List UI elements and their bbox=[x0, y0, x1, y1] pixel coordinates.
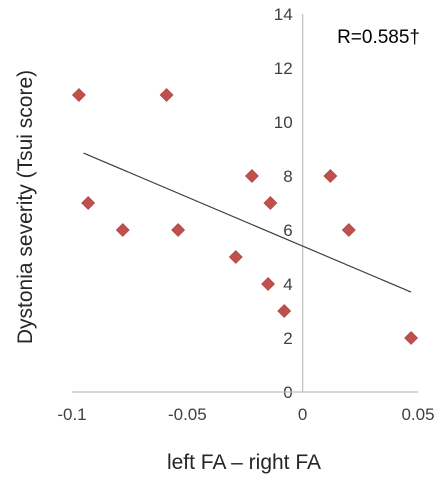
data-point bbox=[228, 250, 243, 264]
x-tick-label: 0 bbox=[298, 405, 307, 424]
x-axis-title: left FA – right FA bbox=[167, 451, 321, 474]
y-tick-label: 14 bbox=[274, 5, 293, 24]
y-tick-label: 12 bbox=[274, 59, 293, 78]
x-tick-labels: -0.1 -0.05 0 0.05 bbox=[57, 405, 434, 424]
data-point bbox=[277, 304, 292, 318]
data-point bbox=[115, 223, 130, 237]
data-point bbox=[341, 223, 356, 237]
data-point bbox=[244, 169, 259, 183]
y-tick-label: 8 bbox=[283, 167, 292, 186]
data-point bbox=[171, 223, 186, 237]
trendline bbox=[83, 152, 412, 293]
y-tick-label: 6 bbox=[283, 221, 292, 240]
y-axis-title: Dystonia severity (Tsui score) bbox=[14, 70, 37, 344]
data-point bbox=[404, 331, 419, 345]
correlation-annotation: R=0.585† bbox=[337, 27, 420, 48]
data-point bbox=[71, 88, 86, 102]
data-points bbox=[71, 88, 419, 345]
y-tick-label: 4 bbox=[283, 275, 292, 294]
data-point bbox=[261, 277, 275, 291]
y-tick-label: 2 bbox=[283, 329, 292, 348]
x-axis: -0.1 -0.05 0 0.05 bbox=[57, 391, 435, 424]
data-point bbox=[81, 196, 96, 210]
y-tick-label: 10 bbox=[274, 113, 293, 132]
x-tick-label: -0.05 bbox=[168, 405, 207, 424]
data-point bbox=[159, 88, 174, 102]
data-point bbox=[323, 169, 338, 183]
data-point bbox=[263, 196, 278, 210]
x-tick-label: -0.1 bbox=[57, 405, 86, 424]
x-tick-label: 0.05 bbox=[401, 405, 434, 424]
